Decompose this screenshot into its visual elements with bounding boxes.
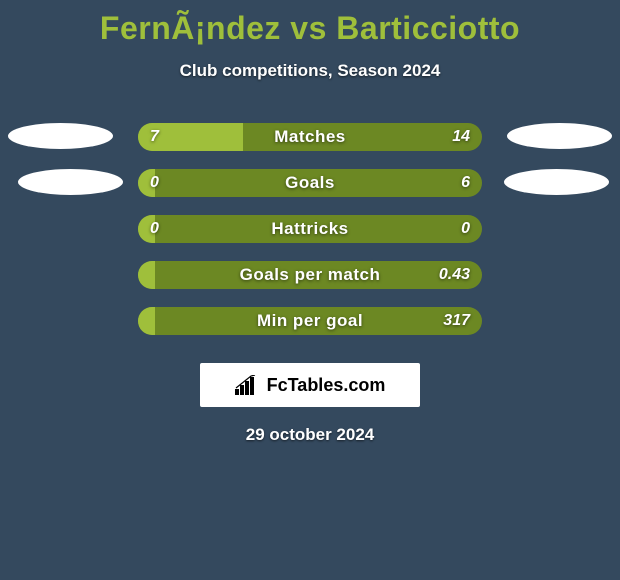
stat-bar: Goals per match0.43 [138, 261, 482, 289]
stat-value-right: 0.43 [439, 261, 470, 289]
logo-text: FcTables.com [267, 375, 386, 396]
stat-row: Goals per match0.43 [0, 261, 620, 307]
stat-value-left: 0 [150, 169, 159, 197]
date-text: 29 october 2024 [0, 425, 620, 445]
player-left-badge [8, 123, 113, 149]
stat-value-right: 6 [461, 169, 470, 197]
stat-label: Goals [138, 169, 482, 197]
stat-row: Matches7 14 [0, 123, 620, 169]
stat-label: Goals per match [138, 261, 482, 289]
player-right-badge [504, 169, 609, 195]
stat-row: Min per goal317 [0, 307, 620, 353]
page-title: FernÃ¡ndez vs Barticciotto [0, 0, 620, 47]
stat-row: Hattricks0 0 [0, 215, 620, 261]
player-left-badge [18, 169, 123, 195]
stat-bar: Matches7 14 [138, 123, 482, 151]
stat-label: Hattricks [138, 215, 482, 243]
stat-bar: Goals0 6 [138, 169, 482, 197]
bars-icon [235, 375, 261, 395]
stat-bar: Min per goal317 [138, 307, 482, 335]
stat-label: Matches [138, 123, 482, 151]
stat-value-right: 0 [461, 215, 470, 243]
stat-value-right: 317 [443, 307, 470, 335]
logo-box: FcTables.com [200, 363, 420, 407]
stat-bar: Hattricks0 0 [138, 215, 482, 243]
stats-container: Matches714Goals06Hattricks00Goals per ma… [0, 123, 620, 353]
stat-value-right: 14 [452, 123, 470, 151]
player-right-badge [507, 123, 612, 149]
subtitle: Club competitions, Season 2024 [0, 61, 620, 81]
stat-label: Min per goal [138, 307, 482, 335]
stat-value-left: 7 [150, 123, 159, 151]
stat-value-left: 0 [150, 215, 159, 243]
stat-row: Goals0 6 [0, 169, 620, 215]
